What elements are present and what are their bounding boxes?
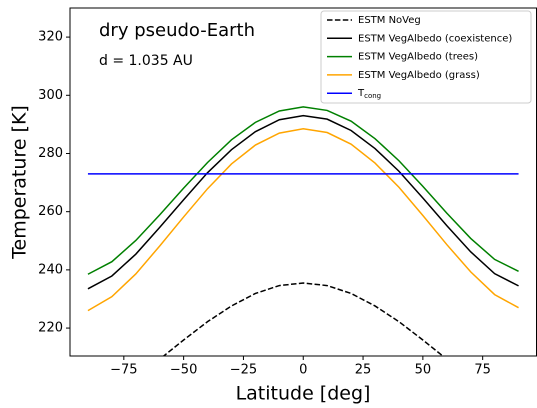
legend-label: ESTM VegAlbedo (grass)	[358, 70, 480, 81]
legend-label: ESTM VegAlbedo (coexistence)	[358, 33, 512, 44]
series-line	[162, 282, 444, 356]
x-tick-label: −75	[110, 363, 137, 378]
x-tick-label: 50	[415, 363, 432, 378]
legend-text: ESTM VegAlbedo (coexistence)	[358, 33, 512, 44]
legend-label: ESTM NoVeg	[358, 15, 421, 26]
annotation: d = 1.035 AU	[99, 53, 193, 69]
legend-box	[320, 10, 532, 104]
legend-subscript: cong	[364, 92, 381, 100]
legend-label: ESTM VegAlbedo (trees)	[358, 52, 478, 63]
legend-text: ESTM VegAlbedo (grass)	[358, 70, 480, 81]
y-tick-label: 240	[38, 262, 63, 277]
y-tick-label: 320	[38, 30, 63, 45]
x-tick-label: −25	[230, 363, 257, 378]
x-tick-label: 75	[474, 363, 491, 378]
series-line	[87, 114, 519, 290]
series-line	[87, 127, 519, 312]
plot-lines	[87, 106, 519, 356]
legend-text: T	[357, 88, 365, 99]
y-tick-label: 260	[38, 204, 63, 219]
series-line	[87, 106, 519, 275]
y-tick-label: 280	[38, 146, 63, 161]
y-axis-label: Temperature [K]	[9, 105, 31, 260]
legend-label: Tcong	[357, 88, 381, 100]
annotation: dry pseudo-Earth	[99, 20, 255, 41]
x-tick-label: −50	[170, 363, 197, 378]
x-axis-label: Latitude [deg]	[236, 383, 371, 405]
x-tick-label: 25	[355, 363, 372, 378]
legend-text: ESTM NoVeg	[358, 15, 421, 26]
legend-text: ESTM VegAlbedo (trees)	[358, 52, 478, 63]
y-tick-label: 220	[38, 321, 63, 336]
x-tick-label: 0	[299, 363, 307, 378]
y-tick-label: 300	[38, 88, 63, 103]
